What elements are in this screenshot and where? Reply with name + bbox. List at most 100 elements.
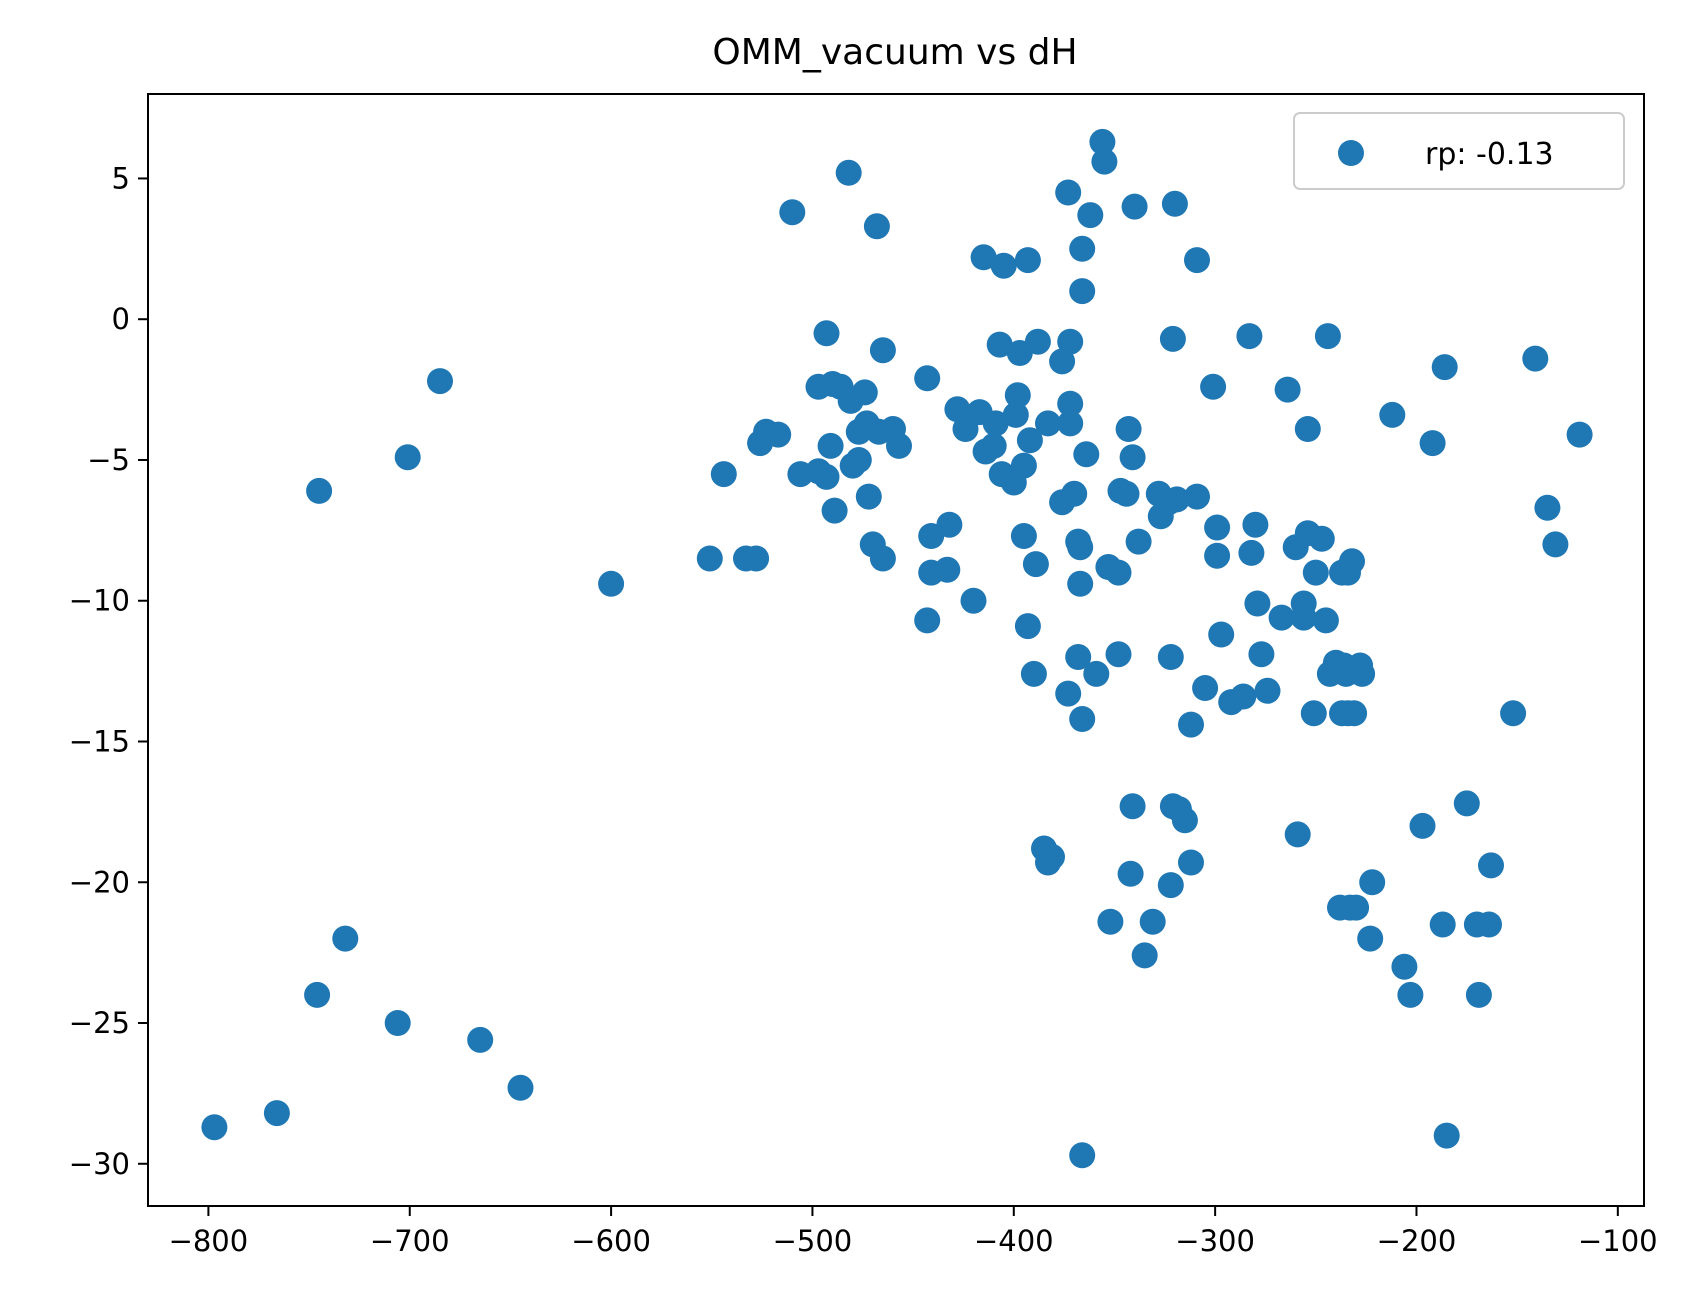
data-point-107 (1121, 193, 1148, 220)
y-tick-label: −10 (69, 584, 130, 618)
data-point-123 (1178, 849, 1204, 876)
data-point-110 (1139, 908, 1166, 935)
data-point-59 (990, 252, 1017, 279)
data-point-142 (1284, 821, 1311, 848)
data-point-8 (467, 1026, 494, 1053)
data-point-171 (1397, 981, 1424, 1008)
data-point-0 (201, 1114, 228, 1141)
y-tick-label: −5 (87, 443, 130, 477)
data-point-66 (1014, 247, 1041, 274)
data-point-76 (1049, 348, 1076, 375)
data-point-167 (1357, 925, 1384, 952)
data-point-87 (1067, 534, 1094, 561)
data-point-67 (1014, 613, 1041, 640)
data-point-183 (1522, 345, 1549, 372)
data-point-83 (1061, 480, 1088, 507)
points-layer (201, 128, 1593, 1169)
data-point-31 (845, 447, 872, 473)
x-axis: −800 −700 −600 −500 −400 −300 −200 −100 (169, 1206, 1658, 1258)
data-point-43 (914, 365, 941, 392)
data-point-137 (1248, 641, 1275, 668)
data-point-89 (1069, 278, 1096, 305)
x-tick-label: −700 (370, 1224, 450, 1258)
data-point-117 (1159, 325, 1186, 352)
data-point-150 (1312, 607, 1339, 634)
data-point-144 (1290, 604, 1317, 631)
data-point-182 (1500, 700, 1527, 727)
data-point-99 (1105, 559, 1132, 586)
data-point-86 (1067, 570, 1094, 597)
data-point-135 (1242, 511, 1269, 538)
data-point-115 (1157, 644, 1184, 670)
data-point-44 (914, 607, 941, 634)
data-point-10 (598, 570, 625, 597)
data-point-119 (1163, 486, 1190, 513)
data-point-106 (1119, 793, 1146, 820)
legend-label: rp: -0.13 (1425, 137, 1554, 172)
data-point-37 (863, 213, 890, 240)
data-point-169 (1379, 401, 1406, 428)
data-point-79 (1055, 179, 1082, 206)
data-point-139 (1268, 604, 1295, 631)
data-point-93 (1077, 202, 1104, 229)
x-tick-label: −100 (1578, 1224, 1658, 1258)
data-point-9 (507, 1074, 534, 1101)
data-point-105 (1119, 444, 1146, 471)
data-point-71 (1024, 328, 1051, 355)
y-tick-label: 0 (112, 302, 130, 336)
legend-box (1293, 112, 1625, 190)
data-point-136 (1244, 590, 1271, 617)
data-point-175 (1431, 354, 1458, 381)
data-point-148 (1302, 559, 1329, 586)
data-point-186 (1566, 421, 1593, 448)
data-point-35 (855, 483, 882, 510)
y-tick-label: −20 (69, 865, 130, 899)
data-point-33 (851, 379, 878, 406)
data-point-49 (944, 396, 971, 423)
data-point-7 (427, 368, 453, 395)
data-point-88 (1069, 235, 1096, 262)
data-point-26 (821, 497, 848, 524)
data-point-18 (779, 199, 806, 226)
data-point-129 (1204, 514, 1231, 541)
chart-title: OMM_vacuum vs dH (712, 32, 1077, 73)
data-point-14 (743, 545, 770, 572)
data-point-65 (1010, 452, 1037, 479)
data-point-91 (1069, 706, 1096, 732)
legend: rp: -0.13 (1293, 112, 1625, 190)
data-point-98 (1097, 908, 1124, 935)
x-tick-label: −400 (974, 1224, 1054, 1258)
data-point-80 (1057, 328, 1084, 355)
data-point-180 (1476, 911, 1502, 938)
data-point-74 (1035, 410, 1061, 437)
data-point-128 (1204, 542, 1231, 569)
data-point-109 (1131, 942, 1158, 969)
data-point-102 (1113, 480, 1140, 507)
data-point-70 (1022, 551, 1049, 578)
data-point-11 (696, 545, 723, 572)
data-point-172 (1409, 812, 1436, 839)
data-point-130 (1208, 621, 1235, 648)
data-point-126 (1192, 675, 1219, 701)
data-point-6 (394, 444, 421, 471)
data-point-121 (1171, 807, 1198, 834)
y-tick-label: −25 (69, 1006, 130, 1040)
data-point-40 (869, 337, 896, 364)
data-point-96 (1091, 148, 1118, 175)
data-point-61 (1002, 401, 1029, 428)
data-point-90 (1069, 1142, 1096, 1169)
data-point-184 (1534, 494, 1561, 521)
data-point-3 (306, 477, 333, 504)
data-point-170 (1391, 953, 1418, 980)
legend-marker (1338, 140, 1364, 166)
data-point-134 (1238, 539, 1265, 566)
data-point-122 (1178, 711, 1204, 738)
data-point-149 (1308, 525, 1335, 552)
data-point-94 (1083, 660, 1110, 687)
data-point-166 (1349, 660, 1376, 687)
data-point-185 (1542, 531, 1569, 558)
data-point-81 (1057, 390, 1084, 417)
data-point-168 (1359, 869, 1386, 896)
data-point-174 (1429, 911, 1456, 938)
